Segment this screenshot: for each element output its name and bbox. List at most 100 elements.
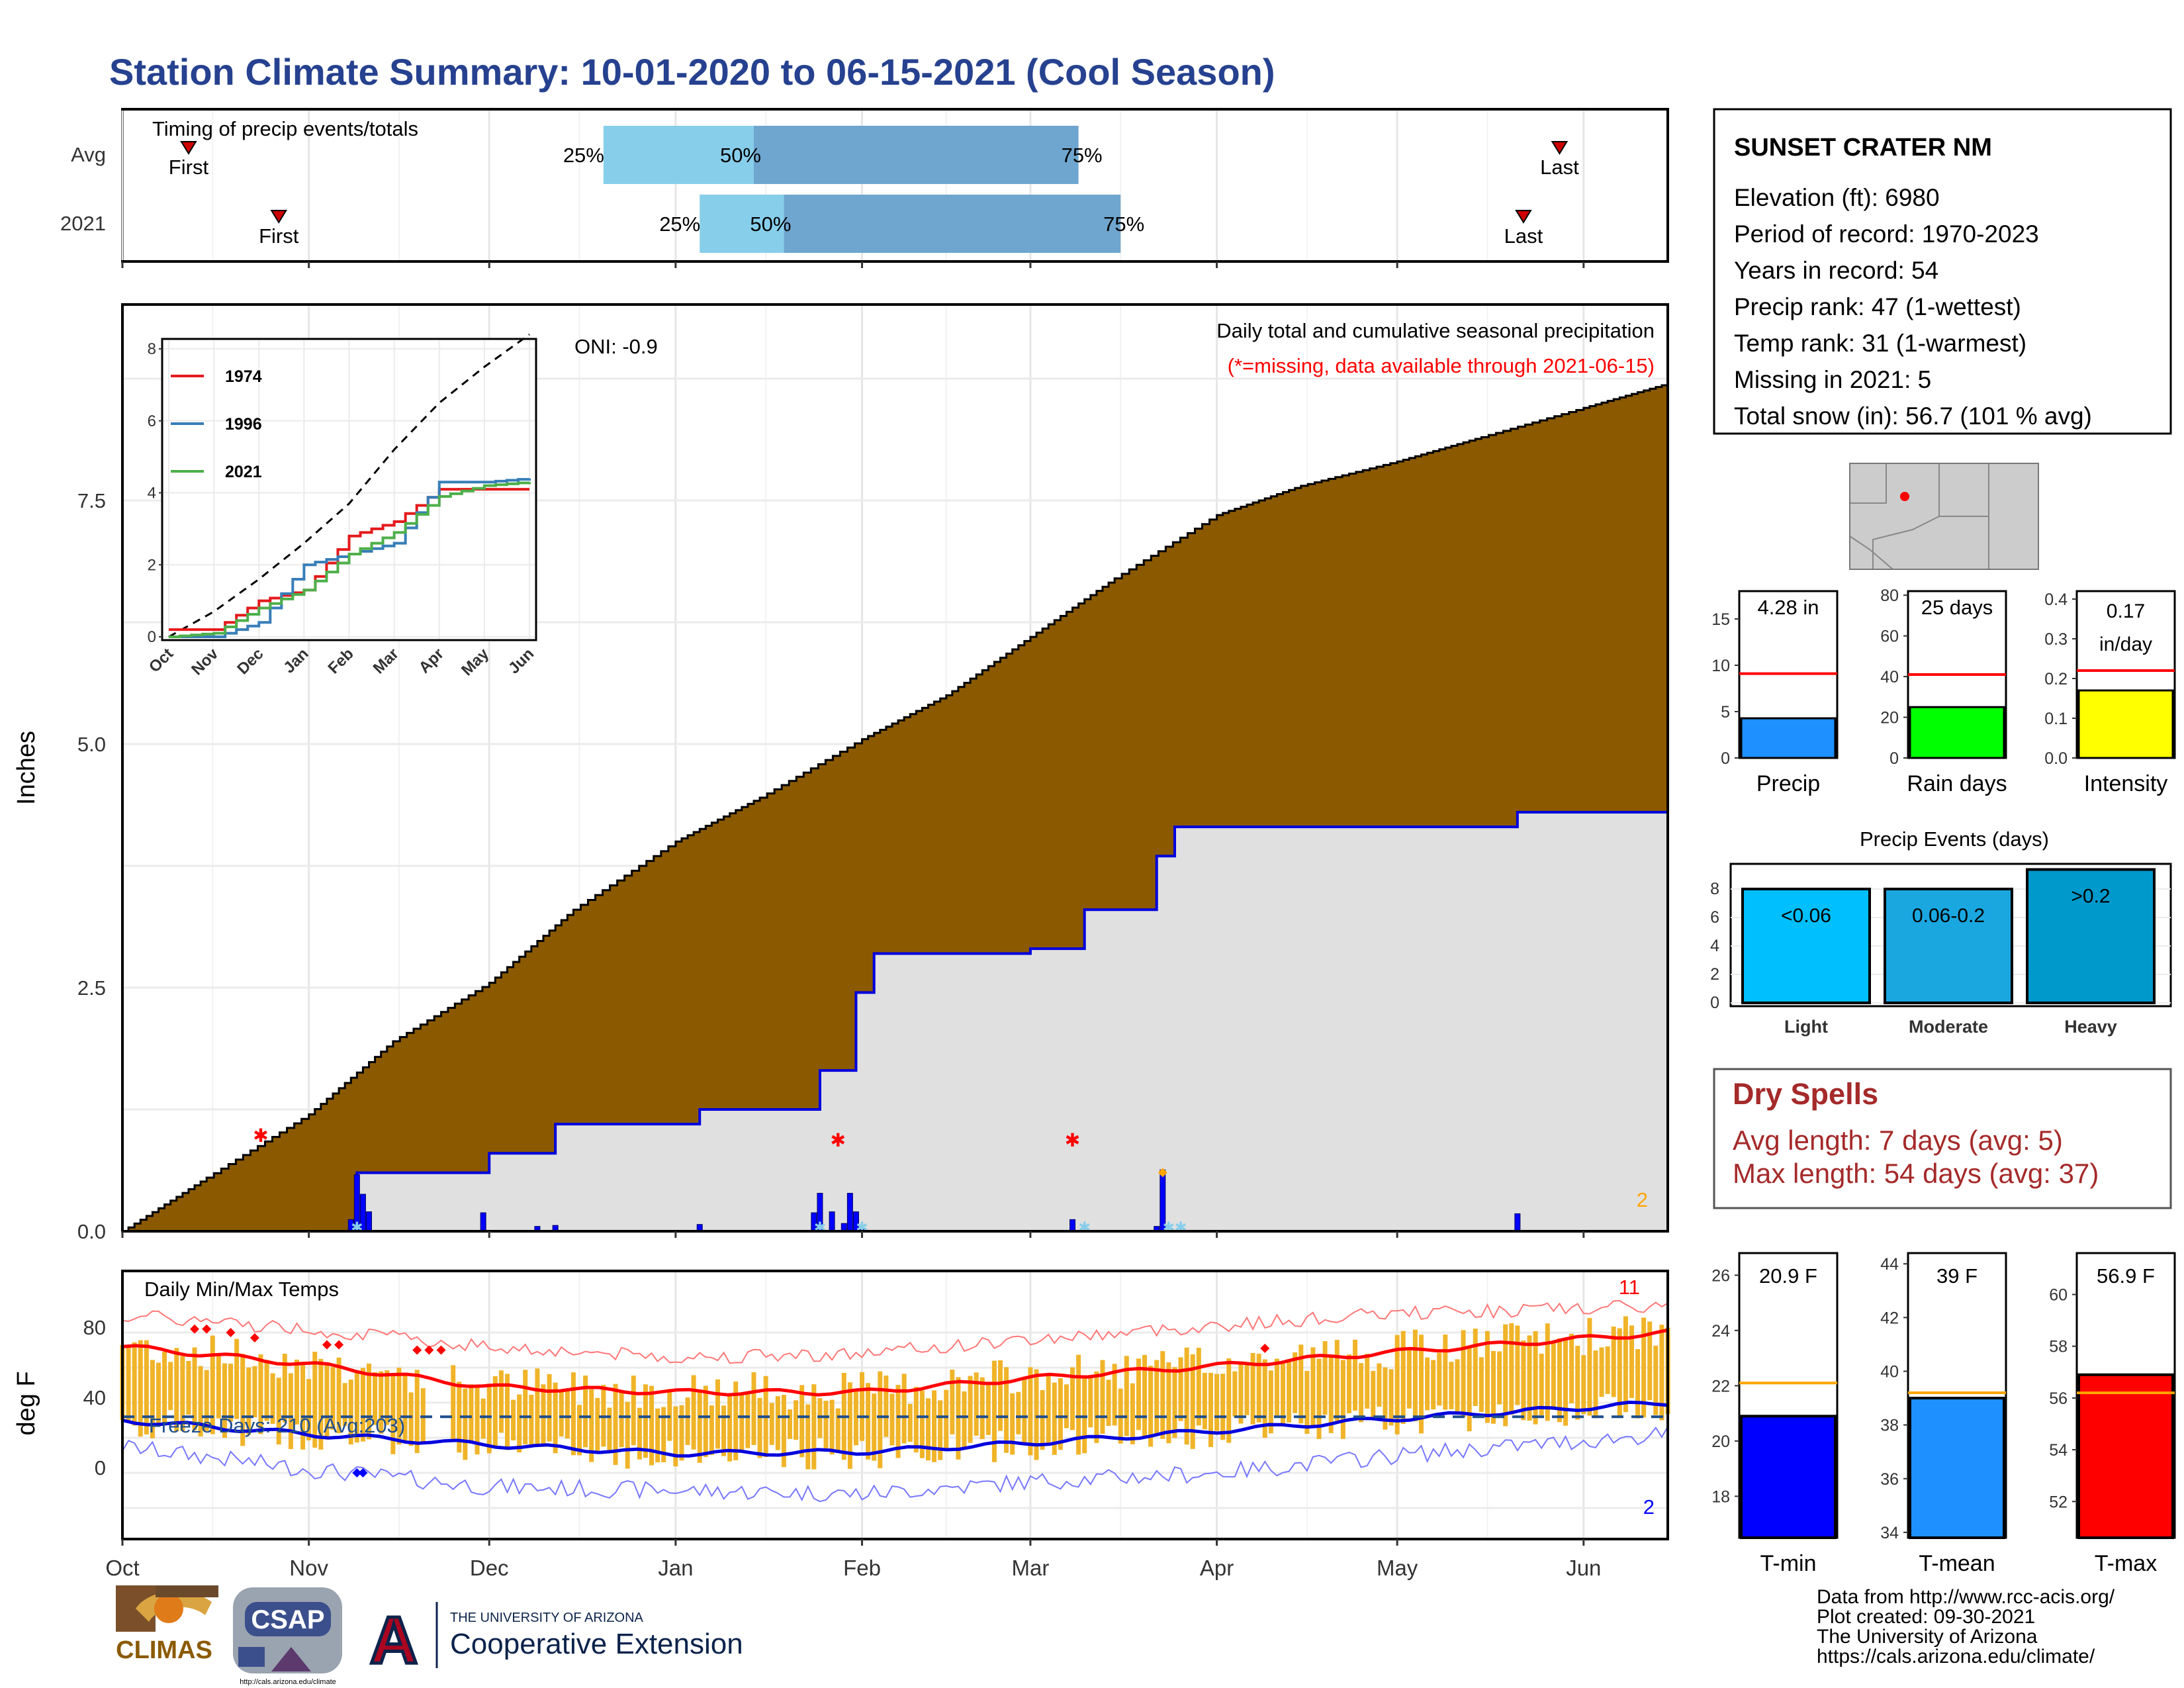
dry-title: Dry Spells — [1733, 1077, 1878, 1111]
month-label: Mar — [1012, 1556, 1050, 1580]
daily-temp-bar — [354, 1370, 359, 1443]
daily-temp-bar — [240, 1354, 246, 1446]
footer-line-2: The University of Arizona — [1817, 1626, 2038, 1648]
temp-summary-bar-T-max — [2077, 1373, 2174, 1540]
station-line-period: Period of record: 1970-2023 — [1734, 220, 2039, 248]
timing-marker — [270, 210, 288, 224]
daily-temp-bar — [691, 1375, 696, 1450]
daily-temp-bar — [991, 1360, 997, 1462]
timing-bar-q2 — [753, 126, 1079, 184]
daily-temp-bar — [1334, 1340, 1340, 1421]
timing-marker — [1515, 210, 1532, 224]
daily-temp-bar — [156, 1362, 161, 1427]
mini-bar-ytick: 0.1 — [2044, 710, 2068, 728]
daily-temp-bar — [420, 1388, 426, 1442]
timing-panel: Timing of precip events/totals Avg 2021 … — [60, 108, 1669, 263]
daily-temp-bar — [1653, 1345, 1659, 1415]
daily-temp-bar — [872, 1393, 877, 1461]
precip-panel: ✱ ✱ ✱✱ ✱ ✱ ✱ ✱ ✱ Inches 0.0 2.5 5.0 7.5 ONI: -0… — [13, 303, 1669, 1243]
daily-temp-bar — [805, 1404, 811, 1470]
daily-temp-bar — [252, 1366, 257, 1418]
daily-temp-bar — [390, 1375, 396, 1454]
month-label: Oct — [105, 1556, 139, 1580]
daily-temp-bar — [1425, 1357, 1430, 1411]
daily-temp-bar — [1539, 1353, 1544, 1416]
ytick-5: 5.0 — [77, 733, 106, 756]
record-high-marker — [322, 1340, 332, 1350]
daily-temp-bar — [938, 1400, 943, 1460]
csap-url: http://cals.arizona.edu/climate — [240, 1678, 336, 1686]
mini-bar-ytick: 10 — [1711, 657, 1730, 675]
daily-temp-bar — [132, 1342, 137, 1426]
temp-summary-label: T-min — [1760, 1551, 1817, 1576]
daily-temp-bar — [1394, 1335, 1400, 1434]
daily-temp-bar — [228, 1364, 234, 1422]
locator-map — [1849, 463, 2039, 570]
oni-label: ONI: -0.9 — [574, 335, 658, 358]
daily-temp-bar — [823, 1401, 829, 1452]
daily-precip-bar — [480, 1212, 486, 1232]
daily-temp-bar — [631, 1376, 636, 1446]
mini-bar-ytick: 40 — [1880, 668, 1899, 686]
daily-temp-bar — [1244, 1362, 1250, 1415]
ytick-2-5: 2.5 — [77, 976, 106, 1000]
events-ytick: 6 — [1710, 908, 1719, 927]
station-line-years: Years in record: 54 — [1734, 257, 1938, 284]
snow-marker: ✱ — [1078, 1219, 1090, 1236]
daily-temp-bar — [1400, 1331, 1406, 1425]
missing-data-marker: ✱ — [253, 1125, 268, 1146]
daily-temp-bar — [667, 1389, 672, 1441]
daily-temp-bar — [847, 1382, 852, 1469]
climas-text: CLIMAS — [116, 1636, 212, 1664]
mini-bar-ytick: 80 — [1880, 586, 1899, 605]
daily-temp-bar — [408, 1392, 414, 1446]
daily-temp-bar — [637, 1407, 642, 1460]
daily-temp-bar — [884, 1375, 889, 1437]
daily-temp-bar — [1172, 1367, 1177, 1438]
mini-bar-ytick: 0.4 — [2044, 590, 2068, 609]
daily-temp-bar — [697, 1391, 702, 1463]
max-event-marker — [1158, 1168, 1167, 1178]
daily-temp-bar — [1533, 1331, 1538, 1425]
daily-temp-bar — [944, 1389, 949, 1449]
temp-summary-ytick: 36 — [1880, 1470, 1899, 1489]
station-line-temp-rank: Temp rank: 31 (1-warmest) — [1734, 330, 2026, 357]
daily-temp-bar — [577, 1405, 582, 1456]
mini-bar-value-text: 0.17 — [2107, 600, 2145, 622]
daily-temp-bar — [1274, 1358, 1279, 1416]
daily-temp-bar — [523, 1370, 528, 1444]
precip-note-missing: (*=missing, data available through 2021-… — [1228, 354, 1655, 377]
daily-temp-bar — [769, 1403, 774, 1445]
daily-temp-bar — [1569, 1333, 1574, 1403]
record-high-marker — [202, 1324, 212, 1334]
events-ytick: 0 — [1710, 994, 1719, 1012]
daily-temp-bar — [570, 1372, 576, 1456]
daily-temp-bar — [1064, 1384, 1069, 1429]
month-label: Dec — [470, 1556, 509, 1580]
mini-bar-ytick: 5 — [1721, 703, 1730, 722]
daily-temp-bar — [1557, 1338, 1562, 1423]
daily-temp-bar — [246, 1367, 251, 1435]
inset-ytick: 2 — [148, 556, 156, 574]
temp-summary-ytick: 40 — [1880, 1362, 1899, 1381]
mini-bar-value-Rain days — [1909, 706, 2005, 759]
mini-bar-ytick: 60 — [1880, 628, 1899, 646]
footer-line-0: Data from http://www.rcc-acis.org/ — [1817, 1586, 2115, 1608]
daily-temp-bar — [607, 1407, 612, 1453]
daily-temp-bar — [1473, 1329, 1478, 1406]
csap-text: CSAP — [251, 1605, 324, 1634]
daily-temp-bar — [1287, 1359, 1292, 1423]
temp-ylabel: deg F — [13, 1371, 40, 1435]
footer-line-1: Plot created: 09-30-2021 — [1817, 1606, 2035, 1628]
ua-logo-letter: A — [370, 1603, 418, 1677]
daily-temp-bar — [216, 1356, 221, 1419]
daily-temp-bar — [547, 1374, 552, 1442]
daily-temp-bar — [1563, 1338, 1569, 1426]
events-bar-Moderate — [1884, 888, 2013, 1004]
daily-temp-bar — [1322, 1341, 1328, 1415]
daily-temp-bar — [715, 1379, 720, 1449]
freeze-label: Freeze Days: 210 (Avg:203) — [149, 1414, 405, 1437]
mini-bar-value-Intensity — [2077, 689, 2174, 759]
daily-temp-bar — [794, 1400, 799, 1440]
daily-temp-bar — [198, 1366, 203, 1436]
